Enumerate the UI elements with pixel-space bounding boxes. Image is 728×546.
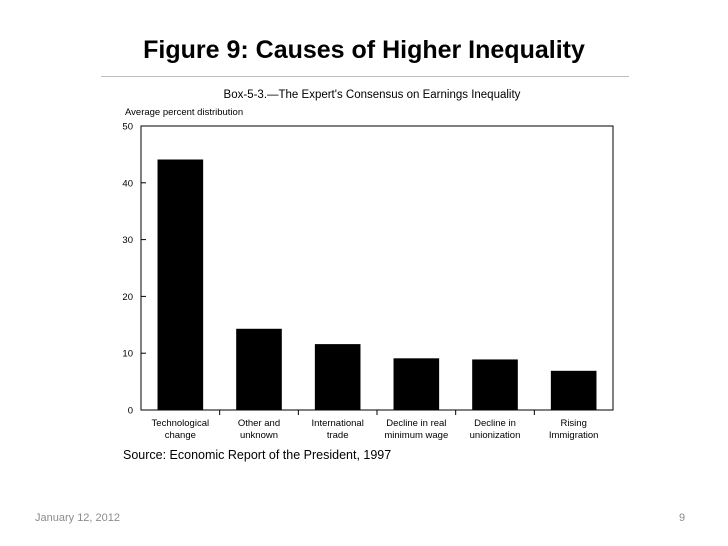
y-tick-label: 40 (122, 178, 133, 189)
x-tick-label: Other and (238, 418, 280, 429)
x-tick-label: Decline in real (386, 418, 446, 429)
y-tick-label: 30 (122, 235, 133, 246)
bar (157, 159, 204, 410)
x-tick-label: unknown (240, 430, 278, 441)
y-axis-label: Average percent distribution (125, 107, 243, 118)
plot-frame (140, 125, 614, 411)
bar (472, 359, 518, 410)
footer-date: January 12, 2012 (35, 512, 121, 524)
x-tick-label: unionization (470, 430, 521, 441)
x-tick-label: minimum wage (384, 430, 448, 441)
y-tick-label: 0 (128, 406, 133, 417)
y-tick-label: 20 (122, 292, 133, 303)
bar (550, 370, 597, 410)
x-tick-label: Rising (560, 418, 586, 429)
y-axis: 0 10 20 30 40 50 (122, 122, 146, 417)
title-divider (101, 76, 629, 77)
bar (236, 328, 282, 410)
chart-title: Box-5-3.—The Expert's Consensus on Earni… (224, 89, 521, 101)
bar (393, 358, 440, 410)
slide-title: Figure 9: Causes of Higher Inequality (143, 36, 585, 64)
bar (314, 344, 361, 410)
source-note: Source: Economic Report of the President… (123, 448, 391, 462)
x-tick-label: change (165, 430, 196, 441)
bars (157, 159, 597, 410)
x-tick-label: Technological (152, 418, 210, 429)
x-tick-label: Immigration (549, 430, 599, 441)
x-tick-label: International (312, 418, 364, 429)
page-number: 9 (679, 512, 686, 524)
x-axis (219, 410, 535, 415)
y-tick-label: 50 (122, 122, 133, 133)
x-tick-label: trade (327, 430, 349, 441)
y-tick-label: 10 (122, 349, 133, 360)
x-tick-label: Decline in (474, 418, 516, 429)
